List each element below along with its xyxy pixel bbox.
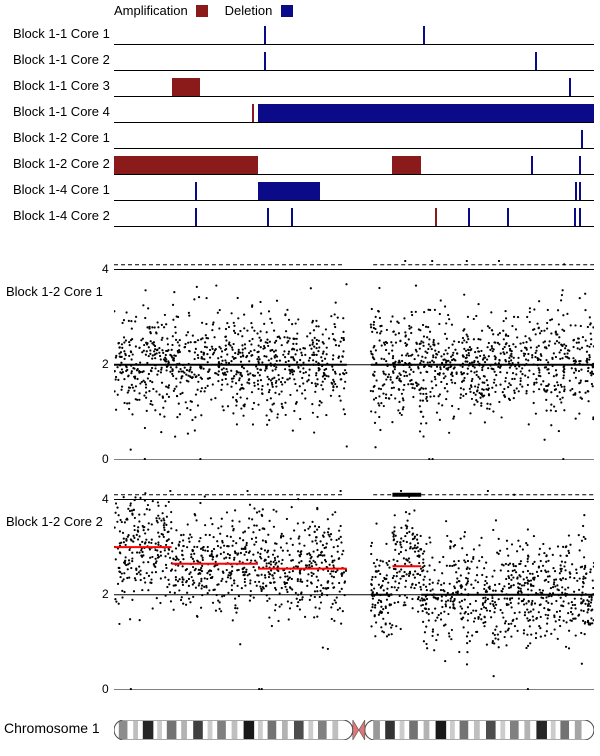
deletion-tick (579, 182, 581, 200)
track-row (114, 76, 594, 97)
y-tick-label: 2 (102, 357, 109, 371)
track-label: Block 1-1 Core 2 (13, 52, 110, 67)
track-label: Block 1-2 Core 1 (13, 130, 110, 145)
track-label: Block 1-1 Core 1 (13, 26, 110, 41)
track-row (114, 102, 594, 123)
deletion-bar (258, 182, 320, 200)
y-tick-label: 0 (102, 452, 109, 466)
track-row (114, 154, 594, 175)
deletion-tick (579, 208, 581, 226)
track-label: Block 1-2 Core 2 (13, 156, 110, 171)
deletion-tick (291, 208, 293, 226)
y-tick-label: 0 (102, 682, 109, 696)
deletion-tick (195, 182, 197, 200)
amplification-bar (172, 78, 201, 96)
amplification-tick (252, 104, 254, 122)
deletion-bar (258, 104, 594, 122)
deletion-tick (468, 208, 470, 226)
amplification-tick (435, 208, 437, 226)
track-row (114, 24, 594, 45)
deletion-tick (195, 208, 197, 226)
deletion-tick (569, 78, 571, 96)
scatter-label: Block 1-2 Core 1 (6, 284, 103, 299)
track-row (114, 180, 594, 201)
deletion-tick (535, 52, 537, 70)
track-label: Block 1-4 Core 2 (13, 208, 110, 223)
track-row (114, 50, 594, 71)
legend-amp-label: Amplification (114, 3, 188, 18)
track-label: Block 1-1 Core 3 (13, 78, 110, 93)
deletion-tick (267, 208, 269, 226)
y-tick-label: 4 (102, 262, 109, 276)
amplification-bar (392, 156, 421, 174)
legend-del-swatch (281, 5, 293, 17)
y-tick-label: 4 (102, 492, 109, 506)
deletion-tick (507, 208, 509, 226)
deletion-tick (579, 156, 581, 174)
scatter-panel (114, 490, 594, 690)
legend-del-label: Deletion (225, 3, 273, 18)
legend: Amplification Deletion (114, 2, 305, 20)
scatter-panel (114, 260, 594, 460)
track-label: Block 1-1 Core 4 (13, 104, 110, 119)
deletion-tick (574, 208, 576, 226)
deletion-tick (581, 130, 583, 148)
amplification-bar (114, 156, 258, 174)
y-tick-label: 2 (102, 587, 109, 601)
deletion-tick (423, 26, 425, 44)
deletion-tick (575, 182, 577, 200)
deletion-tick (264, 52, 266, 70)
deletion-tick (531, 156, 533, 174)
track-row (114, 206, 594, 227)
deletion-tick (264, 26, 266, 44)
chromosome-label: Chromosome 1 (4, 720, 100, 736)
track-label: Block 1-4 Core 1 (13, 182, 110, 197)
track-row (114, 128, 594, 149)
legend-amp-swatch (196, 5, 208, 17)
scatter-label: Block 1-2 Core 2 (6, 514, 103, 529)
chromosome-ideogram (114, 720, 594, 740)
